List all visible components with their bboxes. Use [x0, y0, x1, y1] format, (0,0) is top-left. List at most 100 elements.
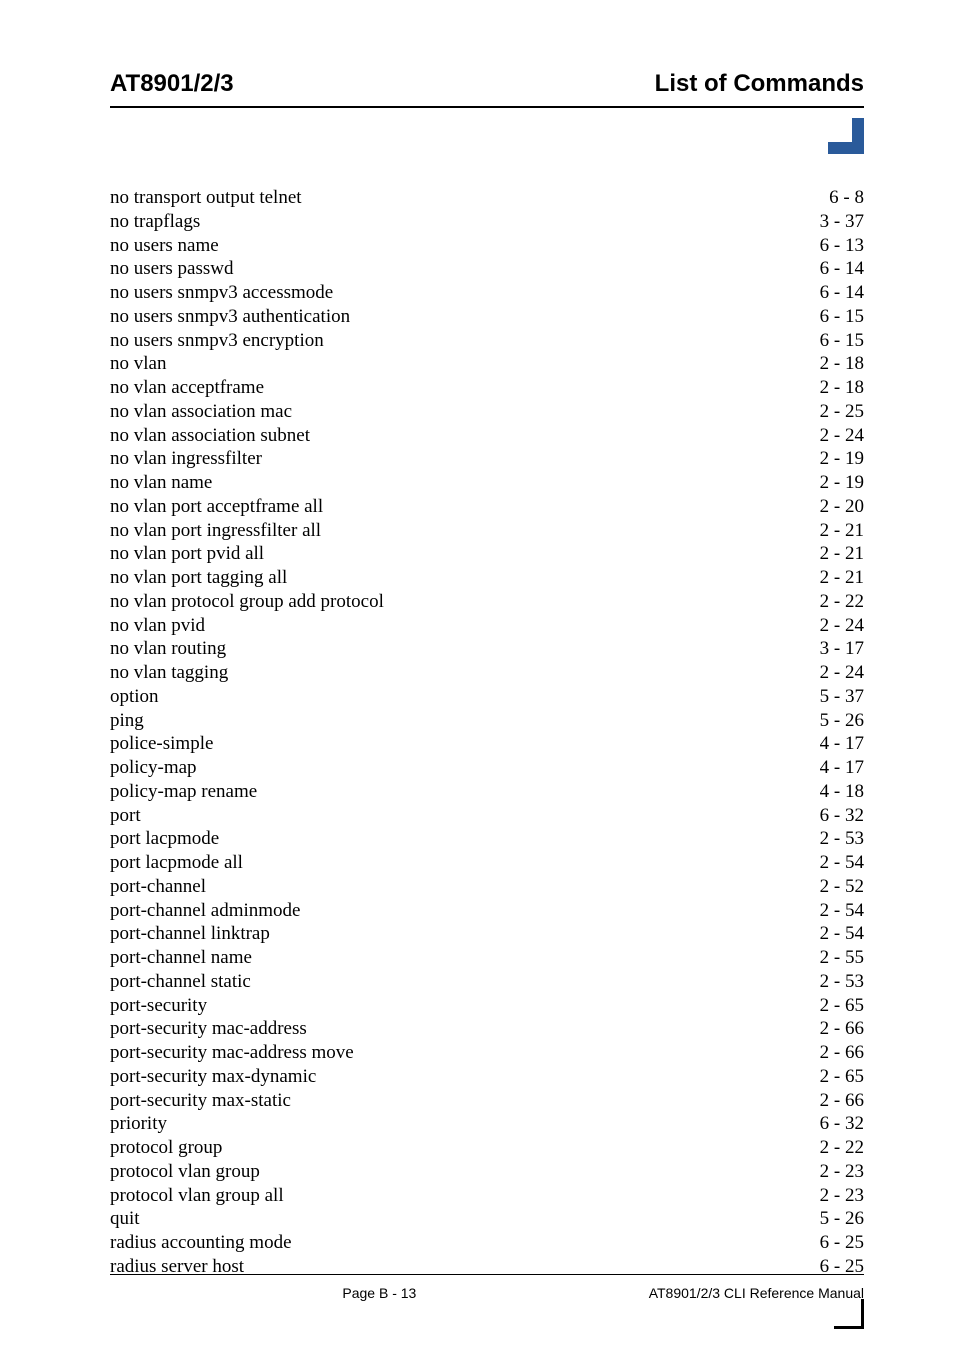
footer-right: AT8901/2/3 CLI Reference Manual: [649, 1285, 864, 1301]
toc-row: priority6 - 32: [110, 1112, 864, 1136]
toc-entry-page: 5 - 26: [808, 709, 864, 733]
toc-entry-page: 2 - 25: [808, 400, 864, 424]
toc-row: port-security max-static2 - 66: [110, 1089, 864, 1113]
toc-row: no vlan tagging2 - 24: [110, 661, 864, 685]
header-rule: [110, 106, 864, 108]
toc-entry-page: 6 - 13: [808, 234, 864, 258]
toc-entry-page: 2 - 18: [808, 376, 864, 400]
toc-row: ping 5 - 26: [110, 709, 864, 733]
toc-entry-page: 2 - 19: [808, 471, 864, 495]
toc-entry-label: priority: [110, 1112, 167, 1136]
toc-entry-label: no users name: [110, 234, 219, 258]
toc-entry-page: 2 - 65: [808, 994, 864, 1018]
toc-entry-label: port-security: [110, 994, 207, 1018]
toc-entry-label: protocol vlan group all: [110, 1184, 284, 1208]
toc-row: no transport output telnet6 - 8: [110, 186, 864, 210]
toc-entry-label: radius accounting mode: [110, 1231, 292, 1255]
toc-entry-label: option: [110, 685, 159, 709]
toc-entry-label: policy-map: [110, 756, 197, 780]
toc-entry-label: no vlan routing: [110, 637, 226, 661]
toc-row: policy-map rename 4 - 18: [110, 780, 864, 804]
toc-row: no vlan routing3 - 17: [110, 637, 864, 661]
toc-row: no vlan ingressfilter2 - 19: [110, 447, 864, 471]
toc-row: port-channel2 - 52: [110, 875, 864, 899]
toc-entry-label: no trapflags: [110, 210, 200, 234]
toc-entry-page: 3 - 37: [808, 210, 864, 234]
toc-entry-label: no vlan ingressfilter: [110, 447, 262, 471]
toc-entry-page: 6 - 32: [808, 804, 864, 828]
toc-row: policy-map 4 - 17: [110, 756, 864, 780]
footer-corner-horizontal: [834, 1326, 864, 1329]
toc-row: port lacpmode2 - 53: [110, 827, 864, 851]
toc-row: no vlan name 2 - 19: [110, 471, 864, 495]
toc-row: protocol vlan group2 - 23: [110, 1160, 864, 1184]
toc-entry-label: no vlan name: [110, 471, 212, 495]
footer-line: Page B - 13 AT8901/2/3 CLI Reference Man…: [110, 1285, 864, 1301]
toc-entry-page: 4 - 17: [808, 756, 864, 780]
toc-row: port-channel adminmode2 - 54: [110, 899, 864, 923]
toc-row: quit5 - 26: [110, 1207, 864, 1231]
toc-row: radius accounting mode 6 - 25: [110, 1231, 864, 1255]
toc-entry-label: port-security mac-address move: [110, 1041, 354, 1065]
toc-entry-label: port lacpmode all: [110, 851, 243, 875]
toc-entry-page: 2 - 21: [808, 542, 864, 566]
toc-entry-page: 2 - 54: [808, 851, 864, 875]
toc-row: port-security mac-address2 - 66: [110, 1017, 864, 1041]
toc-entry-label: no vlan port pvid all: [110, 542, 264, 566]
toc-entry-label: no vlan acceptframe: [110, 376, 264, 400]
toc-entry-label: no vlan port acceptframe all: [110, 495, 323, 519]
table-of-contents: no transport output telnet6 - 8no trapfl…: [110, 186, 864, 1279]
toc-row: no vlan port acceptframe all2 - 20: [110, 495, 864, 519]
toc-entry-label: no users passwd: [110, 257, 234, 281]
toc-row: port-channel linktrap2 - 54: [110, 922, 864, 946]
toc-entry-page: 6 - 25: [808, 1231, 864, 1255]
toc-entry-page: 2 - 24: [808, 614, 864, 638]
toc-entry-label: no vlan protocol group add protocol: [110, 590, 384, 614]
footer-center: Page B - 13: [342, 1285, 416, 1301]
toc-entry-page: 5 - 26: [808, 1207, 864, 1231]
toc-entry-page: 2 - 66: [808, 1089, 864, 1113]
toc-row: port6 - 32: [110, 804, 864, 828]
toc-row: no users name 6 - 13: [110, 234, 864, 258]
toc-entry-page: 6 - 14: [808, 257, 864, 281]
toc-entry-page: 6 - 15: [808, 305, 864, 329]
footer-corner-vertical: [861, 1299, 864, 1329]
toc-entry-page: 2 - 22: [808, 1136, 864, 1160]
toc-entry-page: 2 - 55: [808, 946, 864, 970]
toc-entry-label: ping: [110, 709, 144, 733]
toc-entry-label: police-simple: [110, 732, 213, 756]
toc-row: no users snmpv3 encryption6 - 15: [110, 329, 864, 353]
toc-entry-page: 5 - 37: [808, 685, 864, 709]
toc-entry-page: 2 - 24: [808, 661, 864, 685]
toc-entry-page: 2 - 24: [808, 424, 864, 448]
toc-entry-label: port-channel: [110, 875, 206, 899]
header-right: List of Commands: [655, 70, 864, 98]
toc-entry-page: 2 - 21: [808, 519, 864, 543]
toc-row: protocol group2 - 22: [110, 1136, 864, 1160]
toc-entry-page: 4 - 18: [808, 780, 864, 804]
toc-entry-page: 2 - 54: [808, 922, 864, 946]
toc-row: port lacpmode all 2 - 54: [110, 851, 864, 875]
toc-row: no vlan protocol group add protocol2 - 2…: [110, 590, 864, 614]
toc-row: no users snmpv3 authentication6 - 15: [110, 305, 864, 329]
toc-row: no users snmpv3 accessmode6 - 14: [110, 281, 864, 305]
toc-entry-page: 2 - 66: [808, 1041, 864, 1065]
toc-entry-label: no vlan port tagging all: [110, 566, 287, 590]
corner-horizontal: [828, 142, 864, 154]
toc-row: no vlan association mac2 - 25: [110, 400, 864, 424]
toc-entry-label: protocol vlan group: [110, 1160, 260, 1184]
toc-entry-page: 2 - 21: [808, 566, 864, 590]
toc-entry-label: port-channel static: [110, 970, 251, 994]
toc-entry-label: policy-map rename: [110, 780, 257, 804]
toc-row: police-simple4 - 17: [110, 732, 864, 756]
toc-row: no vlan port tagging all 2 - 21: [110, 566, 864, 590]
toc-entry-page: 2 - 54: [808, 899, 864, 923]
toc-row: no vlan2 - 18: [110, 352, 864, 376]
toc-row: no trapflags 3 - 37: [110, 210, 864, 234]
toc-row: no vlan acceptframe 2 - 18: [110, 376, 864, 400]
toc-entry-label: no vlan association subnet: [110, 424, 310, 448]
toc-entry-label: no vlan pvid: [110, 614, 205, 638]
footer-corner-decoration: [834, 1299, 864, 1329]
toc-row: no vlan pvid 2 - 24: [110, 614, 864, 638]
toc-entry-label: port lacpmode: [110, 827, 219, 851]
